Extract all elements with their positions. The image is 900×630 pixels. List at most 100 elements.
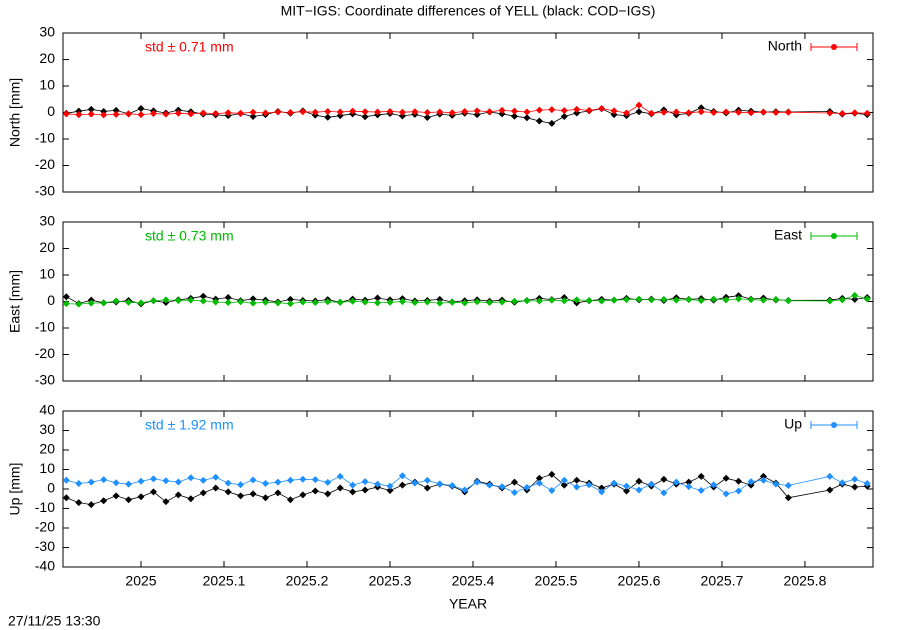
data-point — [336, 484, 344, 492]
data-point — [448, 109, 456, 117]
data-point — [374, 299, 382, 307]
data-point — [784, 494, 792, 502]
data-point — [411, 479, 419, 487]
data-point — [647, 480, 655, 488]
data-point — [224, 109, 232, 117]
data-point — [87, 299, 95, 307]
data-point — [174, 109, 182, 117]
data-point — [224, 299, 232, 307]
data-point — [635, 101, 643, 109]
y-tick-label: 0 — [47, 292, 55, 308]
data-point — [336, 472, 344, 480]
data-point — [212, 484, 220, 492]
data-point — [697, 108, 705, 116]
data-point — [759, 108, 767, 116]
data-point — [386, 298, 394, 306]
data-point — [361, 113, 369, 121]
legend-label: Up — [784, 416, 802, 432]
data-point — [336, 112, 344, 120]
x-tick-label: 2025.4 — [452, 573, 495, 589]
data-point — [199, 489, 207, 497]
data-point — [510, 478, 518, 486]
data-point — [137, 299, 145, 307]
data-point — [473, 107, 481, 115]
x-tick-label: 2025 — [125, 573, 156, 589]
data-point — [262, 494, 269, 502]
y-tick-label: 30 — [39, 24, 55, 40]
data-point — [573, 105, 581, 113]
data-point — [262, 109, 269, 117]
data-point — [423, 114, 431, 122]
data-point — [398, 108, 406, 116]
data-point — [535, 474, 543, 482]
data-point — [523, 297, 531, 305]
data-point — [851, 295, 859, 303]
x-tick-label: 2025.8 — [784, 573, 827, 589]
data-point — [647, 296, 655, 304]
data-point — [838, 110, 846, 118]
data-point — [386, 482, 394, 490]
data-point — [735, 295, 743, 303]
data-point — [187, 110, 195, 118]
data-point — [224, 294, 232, 302]
data-point — [560, 107, 568, 115]
data-point — [598, 484, 606, 492]
y-tick-label: 10 — [39, 460, 55, 476]
data-point — [486, 108, 494, 116]
data-point — [598, 105, 606, 113]
data-point — [523, 108, 531, 116]
data-point — [784, 297, 792, 305]
legend-label: North — [768, 38, 802, 54]
data-point — [149, 110, 157, 118]
data-point — [212, 298, 220, 306]
annotation: std ± 0.71 mm — [145, 39, 234, 55]
data-point — [423, 109, 431, 116]
data-point — [610, 479, 618, 487]
data-point — [62, 293, 70, 301]
data-point — [149, 297, 157, 305]
data-point — [710, 109, 718, 116]
data-point — [374, 294, 382, 302]
y-tick-label: -30 — [35, 372, 55, 388]
chart-title: MIT−IGS: Coordinate differences of YELL … — [281, 3, 656, 19]
data-point — [851, 483, 859, 491]
data-point — [423, 476, 431, 484]
data-point — [349, 481, 357, 489]
annotation: std ± 0.73 mm — [145, 228, 234, 244]
data-point — [735, 487, 743, 495]
data-point — [324, 113, 332, 121]
data-point — [87, 501, 95, 509]
data-point — [735, 108, 743, 116]
data-point — [486, 299, 494, 307]
data-point — [672, 478, 680, 486]
data-point — [174, 296, 182, 304]
data-point — [473, 298, 481, 306]
data-point — [299, 475, 307, 483]
data-point — [863, 109, 871, 117]
data-point — [635, 477, 643, 485]
y-tick-label: 40 — [39, 402, 55, 418]
data-point — [585, 106, 593, 114]
data-point — [610, 107, 618, 115]
data-point — [486, 481, 494, 489]
data-point — [747, 296, 755, 304]
data-point — [610, 296, 618, 304]
data-point — [62, 494, 70, 502]
data-point — [199, 476, 207, 484]
data-point — [336, 298, 344, 306]
legend-label: East — [774, 227, 802, 243]
data-point — [436, 480, 444, 488]
data-point — [697, 296, 705, 304]
data-point — [87, 478, 95, 486]
data-point — [311, 476, 319, 484]
data-point — [610, 111, 618, 119]
data-point — [62, 110, 70, 118]
y-tick-label: -10 — [35, 319, 55, 335]
data-point — [386, 107, 394, 115]
data-point — [137, 111, 145, 119]
data-point — [548, 106, 556, 114]
data-point — [660, 475, 668, 483]
y-tick-label: 30 — [39, 213, 55, 229]
y-tick-label: 0 — [47, 480, 55, 496]
